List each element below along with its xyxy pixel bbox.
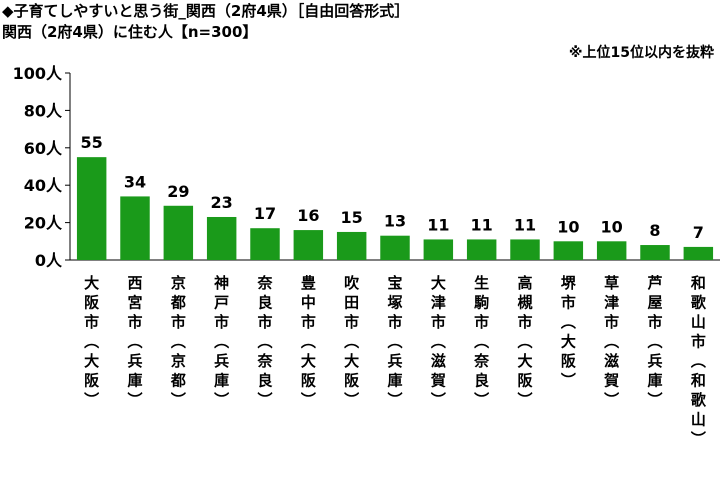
chart-subtitle: 関西（2府4県）に住む人【n=300】 — [2, 23, 258, 41]
chart-note: ※上位15位以内を抜粋 — [568, 45, 714, 61]
x-tick-label: 高槻市︵大阪︶ — [516, 274, 533, 409]
x-tick-label: 堺市︵大阪︶ — [560, 274, 577, 390]
x-tick-label: 和歌山市︵和歌山︶ — [690, 274, 707, 448]
x-tick-label: 奈良市︵奈良︶ — [256, 274, 273, 409]
x-tick-label: 生駒市︵奈良︶ — [473, 274, 490, 409]
bar — [336, 231, 367, 260]
data-label: 55 — [81, 133, 103, 152]
y-tick-label: 20人 — [24, 214, 63, 233]
chart-title: ◆子育てしやすいと思う街_関西（2府4県）［自由回答形式］ — [2, 2, 410, 20]
x-tick-label: 大阪市︵大阪︶ — [83, 274, 100, 409]
data-label: 23 — [211, 193, 233, 212]
bar — [423, 239, 454, 260]
x-tick-label: 西宮市︵兵庫︶ — [126, 274, 142, 409]
bar — [683, 246, 714, 260]
data-label: 13 — [384, 212, 406, 231]
y-tick-label: 0人 — [35, 251, 63, 270]
data-label: 10 — [557, 217, 579, 236]
x-tick-label: 吹田市︵大阪︶ — [343, 274, 360, 409]
bar — [76, 157, 107, 260]
x-tick-label: 草津市︵滋賀︶ — [603, 274, 619, 409]
bar — [553, 241, 584, 260]
x-tick-label: 芦屋市︵兵庫︶ — [646, 274, 662, 409]
x-tick-label: 宝塚市︵兵庫︶ — [386, 274, 402, 409]
data-label: 7 — [693, 223, 704, 242]
data-label: 17 — [254, 204, 276, 223]
bar — [293, 230, 324, 260]
bar — [640, 245, 670, 260]
bar — [596, 241, 627, 260]
bar — [206, 216, 237, 260]
data-label: 15 — [341, 208, 363, 227]
y-tick-label: 100人 — [13, 64, 63, 83]
x-tick-label: 豊中市︵大阪︶ — [300, 274, 317, 409]
data-label: 34 — [124, 172, 146, 191]
data-label: 11 — [514, 215, 536, 234]
x-tick-label: 京都市︵京都︶ — [170, 274, 186, 409]
data-label: 10 — [601, 217, 623, 236]
bar — [380, 235, 410, 260]
bar — [250, 228, 280, 260]
y-tick-label: 60人 — [24, 139, 63, 158]
bar — [510, 239, 540, 260]
bar — [163, 205, 194, 260]
data-label: 11 — [427, 215, 449, 234]
bar — [466, 239, 497, 260]
x-tick-label: 神戸市︵兵庫︶ — [213, 274, 229, 409]
bar — [120, 196, 150, 260]
data-label: 29 — [167, 182, 189, 201]
y-tick-label: 80人 — [24, 101, 63, 120]
x-tick-label: 大津市︵滋賀︶ — [430, 274, 446, 409]
y-tick-label: 40人 — [24, 176, 63, 195]
data-label: 16 — [297, 206, 319, 225]
data-label: 11 — [471, 215, 493, 234]
data-label: 8 — [649, 221, 660, 240]
